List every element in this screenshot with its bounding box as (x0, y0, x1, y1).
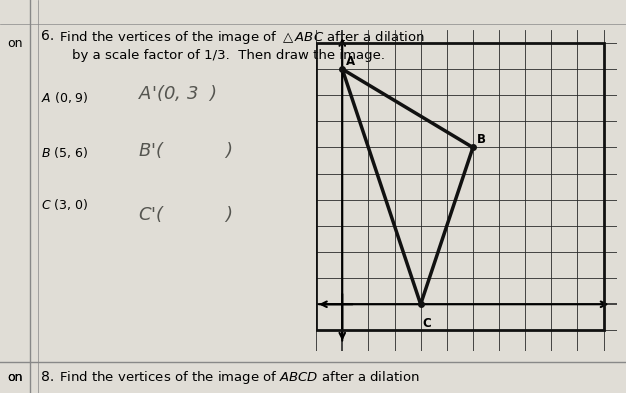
Text: Find the vertices of the image of $\triangle$$\it{ABC}$ after a dilation: Find the vertices of the image of $\tria… (59, 29, 425, 46)
Text: $B$ (5, 6): $B$ (5, 6) (41, 145, 88, 160)
Text: by a scale factor of 1/3.  Then draw the image.: by a scale factor of 1/3. Then draw the … (72, 49, 385, 62)
Text: C: C (422, 317, 431, 331)
Text: A: A (346, 55, 356, 68)
Text: 6.: 6. (41, 29, 54, 44)
Text: $A$ (0, 9): $A$ (0, 9) (41, 90, 88, 105)
Bar (316, 43, 603, 331)
Text: Find the vertices of the image of $\it{ABCD}$ after a dilation: Find the vertices of the image of $\it{A… (59, 369, 420, 386)
Text: $C$ (3, 0): $C$ (3, 0) (41, 196, 88, 211)
Text: on: on (8, 371, 23, 384)
Text: on: on (8, 37, 23, 50)
Text: $\it{A}$'(0, 3  ): $\it{A}$'(0, 3 ) (138, 83, 216, 103)
Text: B: B (477, 133, 486, 146)
Text: on: on (8, 371, 23, 384)
Text: $\it{B}$'(           ): $\it{B}$'( ) (138, 140, 232, 160)
Text: $\it{C}$'(           ): $\it{C}$'( ) (138, 204, 232, 224)
Text: 8.: 8. (41, 370, 54, 384)
